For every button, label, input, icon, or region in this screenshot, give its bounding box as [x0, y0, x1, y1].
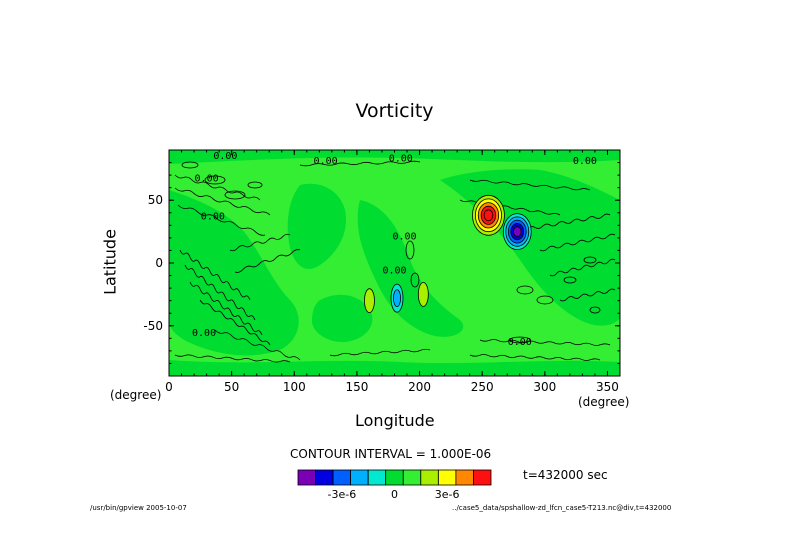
contour-line [189, 281, 263, 336]
contour-lines [174, 160, 616, 363]
contour-loop [204, 175, 226, 185]
contour-line [549, 258, 616, 277]
axis-ticks [168, 150, 620, 376]
contour-loop [536, 295, 554, 305]
colorbar-swatch [297, 469, 316, 486]
band-region-central-north [287, 183, 346, 269]
colorbar [297, 469, 492, 486]
contour-line [479, 339, 611, 346]
x-tick-label: 250 [471, 380, 494, 394]
contour-loop [224, 190, 246, 200]
x-axis-label: Longitude [355, 411, 435, 430]
y-tick-label: -50 [143, 319, 163, 333]
contour-loop [405, 240, 415, 260]
colorbar-tick-label: -3e-6 [327, 488, 357, 501]
contour-value-label: 0.00 [508, 337, 532, 348]
contour-loop [563, 276, 577, 284]
band-region-central [357, 200, 464, 337]
colorbar-swatch [473, 469, 492, 486]
negative-vorticity-anomaly [390, 283, 404, 313]
band-region-south-central [311, 294, 373, 343]
contour-line [174, 187, 271, 216]
contour-value-label: 0.00 [314, 156, 338, 167]
polar-band-north [169, 150, 620, 164]
colorbar-tick-label: 0 [391, 488, 398, 501]
y-tick-label: 50 [148, 193, 163, 207]
colorbar-swatch [420, 469, 439, 486]
contour-line [179, 249, 251, 301]
contour-line [184, 264, 256, 321]
footer-source-file: ../case5_data/spshallow-zd_lfcn_case5-T2… [452, 504, 672, 512]
x-axis-unit-left: (degree) [110, 388, 162, 402]
contour-value-label: 0.00 [392, 231, 416, 242]
colorbar-swatch [455, 469, 474, 486]
x-tick-label: 300 [533, 380, 556, 394]
contour-value-label: 0.00 [382, 265, 406, 276]
contour-value-label: 0.00 [195, 174, 219, 185]
contour-line [539, 233, 616, 252]
band-region-west [169, 190, 299, 356]
vorticity-field: 0.00 0.00 0.00 0.00 0.00 0.00 0.00 0.00 0.00 0.00 [169, 150, 620, 376]
colorbar-swatch [437, 469, 457, 486]
colorbar-swatch [315, 469, 334, 486]
x-tick-label: 100 [283, 380, 306, 394]
contour-value-label: 0.00 [213, 151, 237, 162]
contour-interval-label: CONTOUR INTERVAL = 1.000E-06 [290, 447, 492, 461]
x-tick-label: 150 [345, 380, 368, 394]
anomaly-contour [417, 281, 429, 307]
contour-loop [509, 336, 531, 344]
contour-line [469, 354, 601, 361]
positive-vorticity-anomaly [472, 194, 505, 236]
anomaly-contour [364, 288, 375, 314]
contour-value-label: 0.00 [201, 211, 225, 222]
x-axis-unit-right: (degree) [578, 395, 630, 409]
contour-loop [410, 272, 420, 288]
contour-line [559, 288, 616, 302]
colorbar-swatch [385, 469, 404, 486]
contour-value-label: 0.00 [389, 154, 413, 165]
positive-vorticity-anomaly [364, 288, 375, 314]
footer-program-date: /usr/bin/gpview 2005-10-07 [90, 504, 187, 512]
contour-loop [589, 306, 601, 314]
contour-loop [516, 285, 534, 295]
x-tick-label: 50 [224, 380, 239, 394]
contour-line [329, 348, 431, 357]
x-tick-label: 0 [165, 380, 173, 394]
contour-line [469, 179, 591, 191]
time-label: t=432000 sec [523, 468, 608, 482]
anomaly-contour [393, 289, 402, 307]
contour-line [199, 299, 271, 346]
contour-line [519, 213, 611, 232]
colorbar-swatch [350, 469, 369, 486]
contour-line [229, 233, 291, 252]
contour-loop [247, 181, 263, 189]
contour-loop [583, 256, 597, 264]
contour-value-label: 0.00 [573, 156, 597, 167]
positive-vorticity-anomaly [417, 281, 429, 307]
colorbar-swatch [402, 469, 422, 486]
anomaly-contour [483, 209, 494, 222]
contour-value-label: 0.00 [192, 328, 216, 339]
contour-loop [181, 161, 199, 169]
contour-line [234, 249, 301, 273]
contour-line [214, 329, 301, 361]
polar-band-south [169, 360, 620, 376]
colorbar-tick-label: 3e-6 [434, 488, 460, 501]
colorbar-swatch [367, 469, 387, 486]
contour-line [174, 174, 261, 201]
contour-line [299, 160, 421, 167]
contour-line [177, 204, 266, 236]
contour-line [174, 354, 291, 363]
x-tick-label: 200 [408, 380, 431, 394]
x-tick-label: 350 [596, 380, 619, 394]
y-tick-label: 0 [155, 256, 163, 270]
negative-vorticity-anomaly [502, 213, 532, 251]
colorbar-swatch [332, 469, 352, 486]
chart-title: Vorticity [355, 100, 434, 122]
anomaly-contour [513, 226, 522, 237]
